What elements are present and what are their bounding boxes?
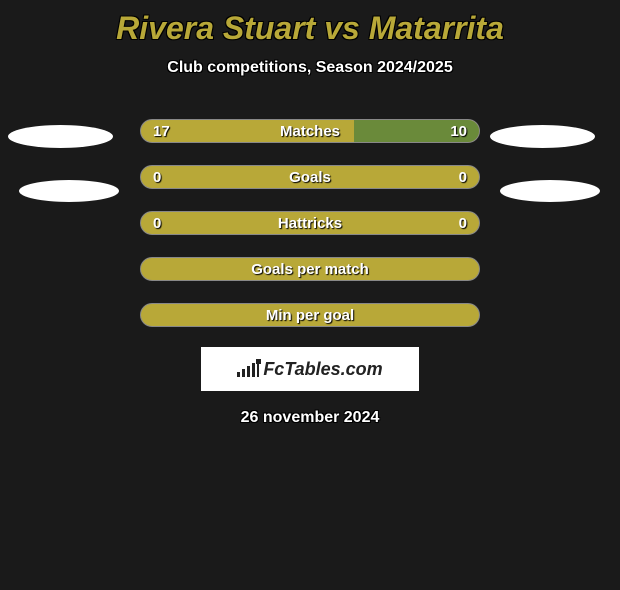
stat-label: Matches [280,123,340,140]
page-title: Rivera Stuart vs Matarrita [0,10,620,47]
stat-row-goals: 0 Goals 0 [140,165,480,189]
player-left-ellipse-2 [19,180,119,202]
logo-box: FcTables.com [201,347,419,391]
logo: FcTables.com [237,359,382,380]
stat-right-value: 0 [459,215,467,232]
logo-text: FcTables.com [263,359,382,380]
stat-label: Min per goal [266,307,354,324]
stat-row-matches: 17 Matches 10 [140,119,480,143]
stat-right-value: 10 [450,123,467,140]
stat-left-value: 17 [153,123,170,140]
stat-row-gpm: Goals per match [140,257,480,281]
stats-container: 17 Matches 10 0 Goals 0 0 Hattricks 0 Go… [0,119,620,327]
stat-row-hattricks: 0 Hattricks 0 [140,211,480,235]
player-right-ellipse-2 [500,180,600,202]
player-right-ellipse-1 [490,125,595,148]
logo-bars-icon [237,361,259,377]
stat-row-mpg: Min per goal [140,303,480,327]
stat-label: Goals per match [251,261,369,278]
stat-left-value: 0 [153,215,161,232]
stat-label: Hattricks [278,215,342,232]
stat-right-value: 0 [459,169,467,186]
stat-label: Goals [289,169,331,186]
stat-left-value: 0 [153,169,161,186]
player-left-ellipse-1 [8,125,113,148]
footer-date: 26 november 2024 [0,409,620,427]
subtitle: Club competitions, Season 2024/2025 [0,59,620,77]
